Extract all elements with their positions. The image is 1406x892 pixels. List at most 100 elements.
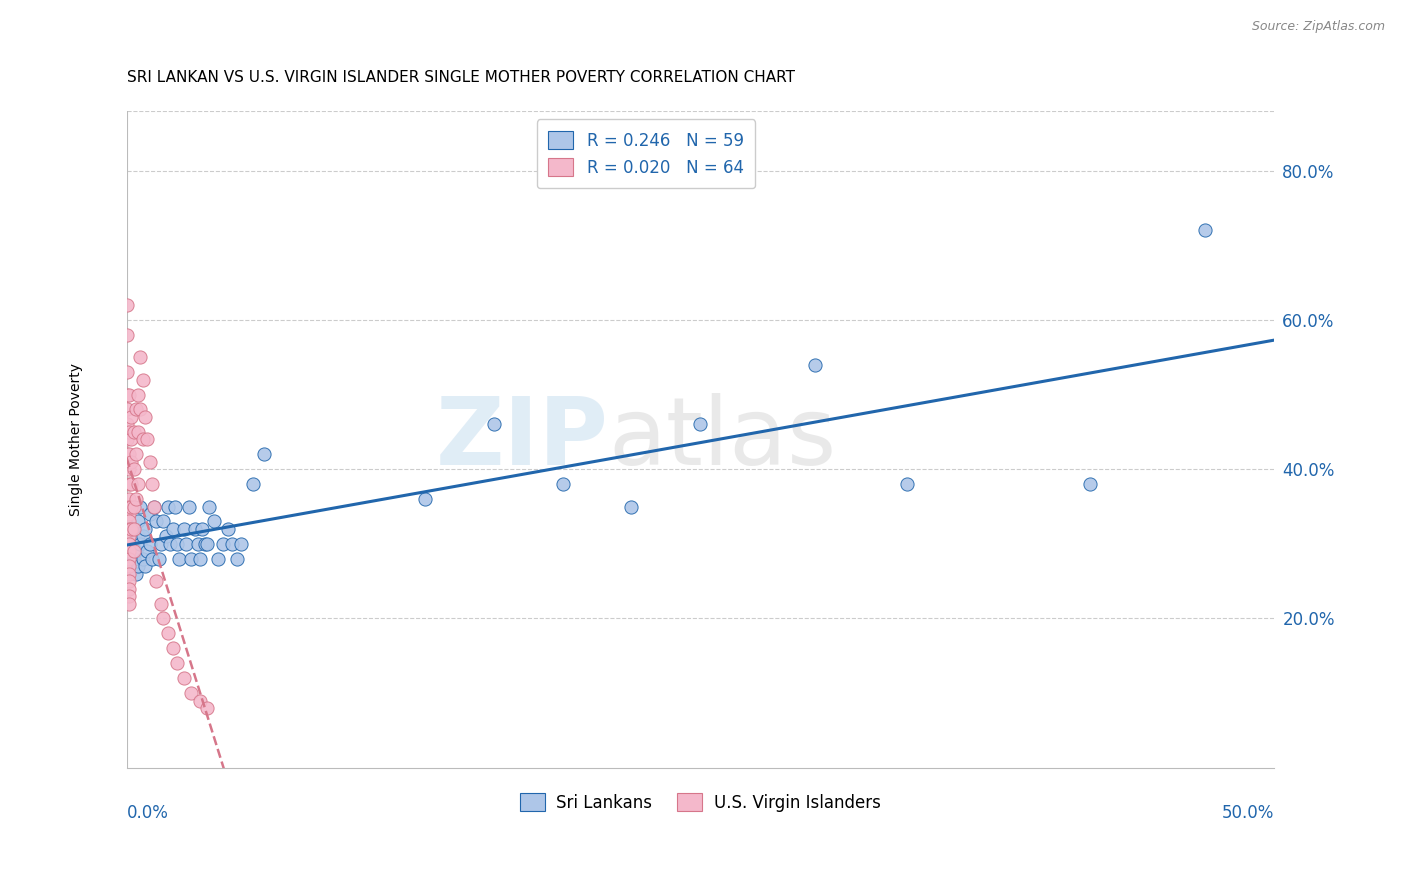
Point <box>138 537 160 551</box>
Point <box>120 477 142 491</box>
Point <box>115 327 138 342</box>
Point <box>896 477 918 491</box>
Point <box>253 447 276 461</box>
Text: 50.0%: 50.0% <box>1222 804 1274 822</box>
Point <box>118 566 141 581</box>
Point <box>125 402 148 417</box>
Point <box>150 537 173 551</box>
Point <box>162 641 184 656</box>
Point <box>118 537 141 551</box>
Point <box>166 537 188 551</box>
Point <box>120 433 142 447</box>
Point <box>804 358 827 372</box>
Point <box>180 686 202 700</box>
Point <box>129 351 152 365</box>
Point <box>159 537 181 551</box>
Point <box>127 387 149 401</box>
Point <box>125 566 148 581</box>
Point <box>115 417 138 432</box>
Point <box>198 500 221 514</box>
Point <box>242 477 264 491</box>
Point <box>163 500 186 514</box>
Point <box>173 671 195 685</box>
Point <box>127 529 149 543</box>
Text: Source: ZipAtlas.com: Source: ZipAtlas.com <box>1251 20 1385 33</box>
Point <box>125 544 148 558</box>
Point <box>1194 223 1216 237</box>
Point <box>127 477 149 491</box>
Point <box>118 500 141 514</box>
Point <box>136 433 159 447</box>
Point <box>118 491 141 506</box>
Point <box>136 544 159 558</box>
Point <box>134 559 156 574</box>
Point <box>413 491 436 506</box>
Point <box>115 298 138 312</box>
Point <box>118 447 141 461</box>
Point <box>118 544 141 558</box>
Point <box>120 455 142 469</box>
Point <box>122 522 145 536</box>
Point <box>177 500 200 514</box>
Point <box>551 477 574 491</box>
Point <box>127 559 149 574</box>
Point <box>120 522 142 536</box>
Point <box>1080 477 1102 491</box>
Point <box>131 551 153 566</box>
Text: ZIP: ZIP <box>436 393 609 485</box>
Point <box>115 365 138 379</box>
Point <box>145 574 167 589</box>
Point <box>127 425 149 439</box>
Text: Single Mother Poverty: Single Mother Poverty <box>69 363 83 516</box>
Point <box>129 402 152 417</box>
Point <box>118 582 141 596</box>
Point <box>620 500 643 514</box>
Point <box>148 551 170 566</box>
Point <box>176 537 198 551</box>
Point <box>184 522 207 536</box>
Point <box>194 537 217 551</box>
Text: atlas: atlas <box>609 393 837 485</box>
Point <box>115 387 138 401</box>
Point <box>212 537 235 551</box>
Point <box>152 515 174 529</box>
Point <box>120 500 142 514</box>
Point <box>118 529 141 543</box>
Point <box>138 455 160 469</box>
Point <box>131 373 153 387</box>
Text: SRI LANKAN VS U.S. VIRGIN ISLANDER SINGLE MOTHER POVERTY CORRELATION CHART: SRI LANKAN VS U.S. VIRGIN ISLANDER SINGL… <box>127 70 794 85</box>
Point <box>131 433 153 447</box>
Point <box>122 551 145 566</box>
Point <box>118 551 141 566</box>
Point <box>188 693 211 707</box>
Point <box>166 657 188 671</box>
Point <box>187 537 209 551</box>
Point <box>180 551 202 566</box>
Point <box>122 544 145 558</box>
Point <box>118 574 141 589</box>
Point <box>138 507 160 521</box>
Point <box>191 522 214 536</box>
Point <box>134 522 156 536</box>
Point <box>207 551 229 566</box>
Point <box>122 522 145 536</box>
Point <box>131 529 153 543</box>
Point <box>118 477 141 491</box>
Point <box>482 417 505 432</box>
Point <box>120 409 142 424</box>
Point <box>118 589 141 603</box>
Point <box>118 559 141 574</box>
Point <box>195 701 218 715</box>
Point <box>120 537 142 551</box>
Point <box>129 500 152 514</box>
Point <box>150 597 173 611</box>
Point <box>689 417 711 432</box>
Point <box>118 515 141 529</box>
Point <box>141 477 163 491</box>
Point <box>231 537 253 551</box>
Point <box>115 433 138 447</box>
Point <box>122 425 145 439</box>
Point <box>152 611 174 625</box>
Point <box>127 515 149 529</box>
Point <box>125 447 148 461</box>
